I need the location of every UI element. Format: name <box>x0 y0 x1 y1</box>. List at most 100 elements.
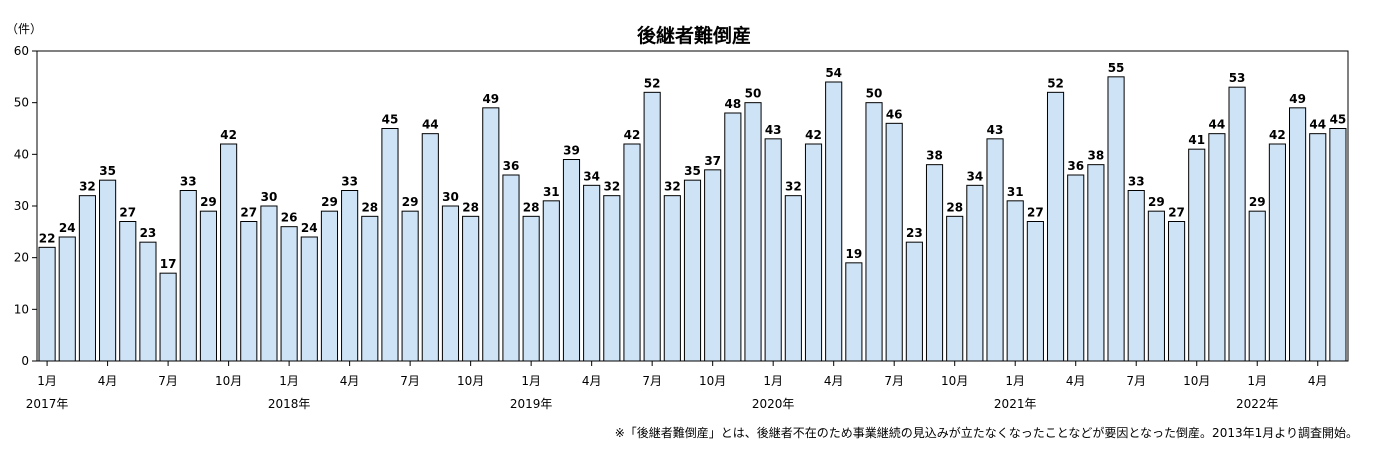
bar <box>683 179 702 362</box>
bar <box>845 262 863 362</box>
bar-value-label: 32 <box>79 180 96 194</box>
bar <box>1147 210 1165 362</box>
bar-value-label: 28 <box>523 200 540 214</box>
x-tick-label-month: 4月 <box>582 374 602 388</box>
bar <box>1067 174 1085 362</box>
bar-value-label: 33 <box>341 175 358 189</box>
bar <box>643 91 661 362</box>
x-tick-label-month: 4月 <box>824 374 844 388</box>
x-tick-label-month: 7月 <box>400 374 420 388</box>
footnote: ※「後継者難倒産」とは、後継者不在のため事業継続の見込みが立たなくなったことなど… <box>615 425 1358 440</box>
bar <box>78 195 96 362</box>
bar <box>885 122 903 362</box>
bar <box>99 179 117 362</box>
bar-value-label: 27 <box>1027 206 1044 220</box>
bar <box>58 236 76 362</box>
x-tick-label-month: 4月 <box>1308 374 1328 388</box>
bar <box>1309 133 1327 362</box>
bar <box>623 143 641 362</box>
x-tick-label-year: 2017年 <box>26 397 69 411</box>
bar-value-label: 32 <box>664 180 681 194</box>
bar-value-label: 45 <box>1330 113 1347 127</box>
x-tick-label-year: 2020年 <box>752 397 795 411</box>
bar <box>522 215 540 362</box>
bar-value-label: 29 <box>1148 195 1165 209</box>
bar-value-label: 24 <box>59 221 76 235</box>
bar-value-label: 32 <box>785 180 802 194</box>
bar <box>583 184 601 362</box>
bar <box>704 169 722 362</box>
x-tick-label-month: 7月 <box>884 374 904 388</box>
bar-value-label: 52 <box>1047 76 1064 90</box>
bar <box>502 174 520 362</box>
bar-value-label: 49 <box>1289 92 1306 106</box>
bar <box>1026 221 1044 362</box>
bar <box>542 200 560 362</box>
x-tick-label-month: 10月 <box>457 374 484 388</box>
bar <box>1127 190 1145 362</box>
bar <box>199 210 218 362</box>
bar-value-label: 43 <box>765 123 782 137</box>
bar <box>905 241 923 362</box>
bar-value-label: 23 <box>906 226 923 240</box>
bar <box>986 138 1004 362</box>
bar <box>825 81 843 362</box>
bar <box>1046 91 1065 362</box>
x-tick-label-month: 7月 <box>1126 374 1146 388</box>
bar <box>320 210 339 362</box>
bar <box>1329 128 1347 362</box>
bar <box>744 102 762 362</box>
bar <box>663 195 681 362</box>
bar <box>1167 221 1186 362</box>
bar-value-label: 29 <box>200 195 217 209</box>
y-tick-label: 50 <box>14 96 29 110</box>
bar-value-label: 27 <box>240 206 257 220</box>
bar-value-label: 37 <box>704 154 721 168</box>
bar-value-label: 33 <box>180 175 197 189</box>
bar <box>1006 200 1024 362</box>
bar <box>724 112 742 362</box>
bar <box>220 143 238 362</box>
bar <box>300 236 318 362</box>
y-tick-label: 0 <box>21 354 29 368</box>
bar-value-label: 34 <box>967 169 984 183</box>
bar <box>139 241 157 362</box>
bar-value-label: 22 <box>39 231 56 245</box>
bar-value-label: 42 <box>220 128 237 142</box>
bar <box>925 164 944 362</box>
bar <box>260 205 278 362</box>
x-tick-label-month: 10月 <box>699 374 726 388</box>
bar <box>1248 210 1266 362</box>
bar-value-label: 28 <box>946 200 963 214</box>
bar-value-label: 17 <box>160 257 177 271</box>
bar <box>421 133 439 362</box>
x-tick-label-month: 1月 <box>279 374 299 388</box>
bar-value-label: 31 <box>543 185 560 199</box>
bar <box>159 272 177 362</box>
bar <box>764 138 782 362</box>
x-tick-label-year: 2019年 <box>510 397 553 411</box>
bar-value-label: 52 <box>644 76 661 90</box>
bar-value-label: 29 <box>402 195 419 209</box>
bar <box>784 195 802 362</box>
bar-value-label: 53 <box>1229 71 1246 85</box>
bar <box>280 226 298 362</box>
bar-value-label: 54 <box>825 66 842 80</box>
bar <box>462 215 480 362</box>
bar-value-label: 27 <box>119 206 136 220</box>
bar-value-label: 36 <box>1067 159 1084 173</box>
bar <box>401 210 419 362</box>
bar <box>482 107 500 362</box>
bar-value-label: 42 <box>624 128 641 142</box>
bar-value-label: 30 <box>442 190 459 204</box>
bar-value-label: 34 <box>583 169 600 183</box>
x-tick-label-month: 10月 <box>941 374 968 388</box>
bar-value-label: 45 <box>382 113 399 127</box>
bar-value-label: 32 <box>603 180 620 194</box>
bar-value-label: 28 <box>462 200 479 214</box>
bar-value-label: 44 <box>422 118 439 132</box>
y-axis-unit-label: （件） <box>6 22 42 36</box>
bar-value-label: 31 <box>1007 185 1024 199</box>
bar-value-label: 50 <box>866 87 883 101</box>
bar-value-label: 23 <box>140 226 157 240</box>
